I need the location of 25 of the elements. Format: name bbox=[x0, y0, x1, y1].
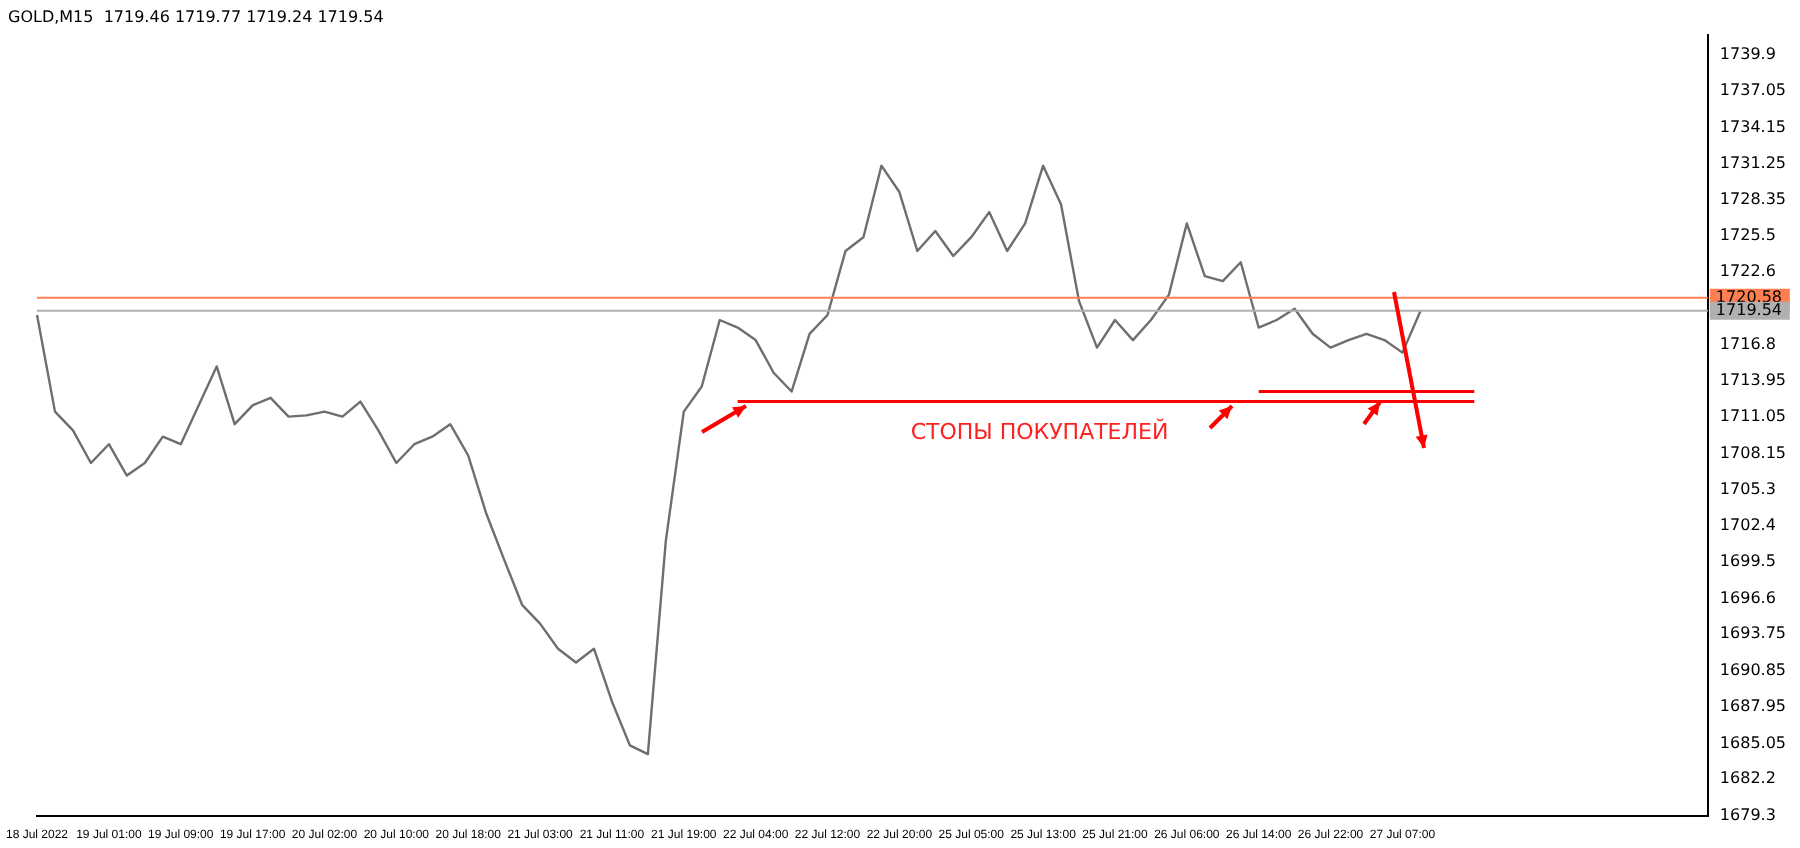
y-tick-label: 1737.05 bbox=[1719, 81, 1787, 100]
y-tick-label: 1722.6 bbox=[1719, 262, 1776, 281]
y-tick-label: 1739.9 bbox=[1719, 45, 1776, 64]
ref-line-label: 1719.54 bbox=[1715, 300, 1783, 319]
y-tick-label: 1679.3 bbox=[1719, 805, 1776, 824]
ref-line-label: 1720.58 bbox=[1715, 287, 1783, 306]
y-tick-label: 1711.05 bbox=[1719, 407, 1787, 426]
y-tick-label: 1682.2 bbox=[1719, 769, 1776, 788]
y-tick-label: 1696.6 bbox=[1719, 588, 1776, 607]
y-tick-label: 1734.15 bbox=[1719, 117, 1787, 136]
y-tick-label: 1699.5 bbox=[1719, 552, 1776, 571]
y-tick-label: 1687.95 bbox=[1719, 697, 1787, 716]
y-tick-label: 1693.75 bbox=[1719, 624, 1787, 643]
y-tick-label: 1705.3 bbox=[1719, 479, 1776, 498]
y-tick-label: 1716.8 bbox=[1719, 335, 1776, 354]
chart-title: GOLD,M15 1719.46 1719.77 1719.24 1719.54 bbox=[8, 7, 384, 26]
y-tick-label: 1731.25 bbox=[1719, 153, 1787, 172]
y-tick-label: 1690.85 bbox=[1719, 660, 1787, 679]
y-tick-label: 1708.15 bbox=[1719, 443, 1787, 462]
y-tick-label: 1728.35 bbox=[1719, 190, 1787, 209]
annotation: СТОПЫ ПОКУПАТЕЛЕЙ bbox=[910, 416, 1169, 445]
y-tick-label: 1725.5 bbox=[1719, 226, 1776, 245]
y-tick-label: 1685.05 bbox=[1719, 733, 1787, 752]
y-tick-label: 1702.4 bbox=[1719, 515, 1776, 534]
y-tick-label: 1713.95 bbox=[1719, 371, 1787, 390]
